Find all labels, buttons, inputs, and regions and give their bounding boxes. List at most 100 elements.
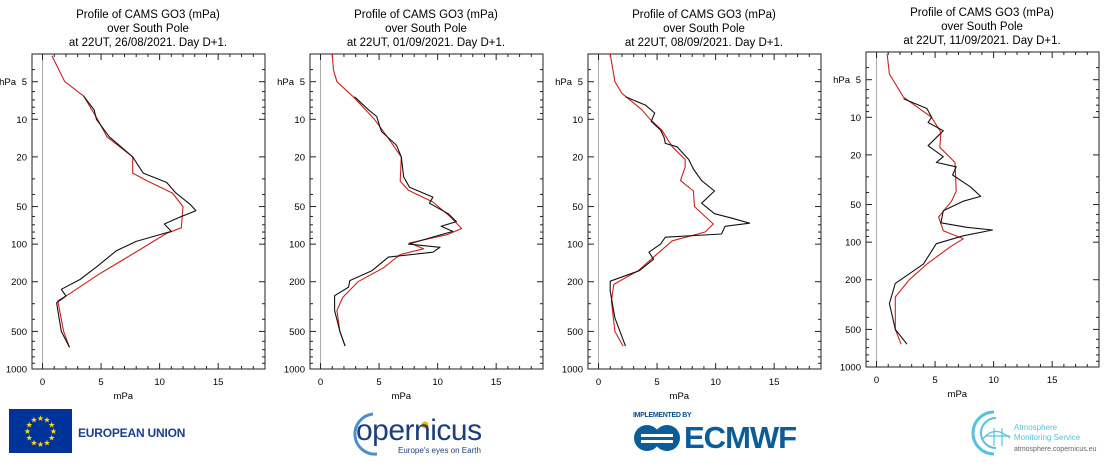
- y-tick-label: 200: [845, 275, 861, 286]
- y-tick-label: 1000: [284, 365, 305, 376]
- y-tick-label: 1000: [562, 365, 583, 376]
- chart-title-line: at 22UT, 11/09/2021. Day D+1.: [903, 35, 1060, 47]
- y-tick-label: 100: [11, 240, 27, 251]
- x-tick-label: 15: [1047, 375, 1058, 386]
- y-tick-label: 20: [850, 150, 861, 161]
- chart-panel: Profile of CAMS GO3 (mPa) over South Pole…: [0, 9, 266, 400]
- y-tick-label: 5: [856, 75, 861, 86]
- model-profile-line: [331, 53, 463, 347]
- y-tick-label: 5: [22, 77, 27, 88]
- x-tick-label: 15: [491, 377, 502, 388]
- eu-star-icon: ★: [30, 416, 37, 425]
- sonde-profile-line: [56, 95, 197, 348]
- x-tick-label: 10: [710, 377, 721, 388]
- y-tick-label: 100: [289, 240, 305, 251]
- y-tick-label: 500: [845, 325, 861, 336]
- x-tick-label: 5: [376, 377, 381, 388]
- eu-star-icon: ★: [26, 421, 33, 430]
- x-axis-label: mPa: [392, 391, 412, 400]
- ecmwf-logo-mark: [634, 425, 680, 451]
- model-profile-line: [51, 55, 184, 348]
- y-tick-label: 100: [845, 238, 861, 249]
- x-tick-label: 0: [874, 375, 879, 386]
- x-tick-label: 0: [318, 377, 323, 388]
- chart-title-line: at 22UT, 26/08/2021. Day D+1.: [69, 37, 227, 49]
- y-tick-label: 100: [567, 240, 583, 251]
- x-tick-label: 15: [769, 377, 780, 388]
- x-axis-label: mPa: [670, 391, 690, 400]
- y-tick-label: 5: [300, 77, 305, 88]
- ams-line2: Monitoring Service: [1014, 433, 1081, 442]
- chart-title-line: over South Pole: [107, 23, 189, 35]
- eu-star-icon: ★: [24, 427, 31, 436]
- model-profile-line: [886, 53, 964, 345]
- x-tick-label: 5: [98, 377, 103, 388]
- model-profile-line: [609, 53, 714, 347]
- y-tick-label: 10: [16, 115, 27, 126]
- ecmwf-wordmark: ECMWF: [684, 420, 797, 455]
- plot-frame: [865, 51, 1100, 368]
- chart-panel: Profile of CAMS GO3 (mPa) over South Pole…: [555, 9, 822, 400]
- eu-star-icon: ★: [37, 414, 44, 423]
- y-tick-label: 5: [578, 77, 583, 88]
- eu-star-icon: ★: [43, 438, 50, 447]
- chart-title-line: at 22UT, 08/09/2021. Day D+1.: [625, 37, 783, 49]
- y-tick-label: 10: [294, 115, 305, 126]
- x-axis-label: mPa: [948, 389, 968, 400]
- eu-label: EUROPEAN UNION: [78, 426, 186, 440]
- y-tick-label: 50: [294, 202, 305, 213]
- y-tick-label: 1000: [840, 363, 861, 374]
- copernicus-logo-mark: [353, 412, 378, 456]
- y-axis-unit-label: hPa: [833, 75, 851, 86]
- ecmwf-implemented-label: IMPLEMENTED BY: [633, 412, 692, 419]
- x-tick-label: 10: [432, 377, 443, 388]
- ams-line1: Atmosphere: [1014, 423, 1058, 432]
- chart-panel: Profile of CAMS GO3 (mPa) over South Pole…: [833, 7, 1100, 400]
- eu-flag-logo: ★ ★★★★★★★★★★★: [9, 409, 72, 453]
- eu-star-icon: ★: [43, 416, 50, 425]
- y-axis-unit-label: hPa: [555, 77, 573, 88]
- eu-star-icon: ★: [50, 427, 57, 436]
- chart-title-line: Profile of CAMS GO3 (mPa): [354, 9, 498, 21]
- y-tick-label: 50: [850, 200, 861, 211]
- ams-globe-logo: [971, 410, 1011, 456]
- chart-panel: Profile of CAMS GO3 (mPa) over South Pole…: [277, 9, 544, 400]
- y-tick-label: 200: [567, 277, 583, 288]
- chart-title-line: over South Pole: [385, 23, 467, 35]
- eu-star-icon: ★: [48, 421, 55, 430]
- chart-title-line: Profile of CAMS GO3 (mPa): [76, 9, 220, 21]
- ams-url: atmosphere.copernicus.eu: [1014, 446, 1097, 453]
- chart-title-line: over South Pole: [663, 23, 745, 35]
- y-tick-label: 500: [567, 327, 583, 338]
- chart-title-line: Profile of CAMS GO3 (mPa): [910, 7, 1054, 19]
- chart-title-line: at 22UT, 01/09/2021. Day D+1.: [347, 37, 505, 49]
- x-axis-label: mPa: [114, 391, 134, 400]
- sonde-profile-line: [334, 96, 457, 347]
- y-tick-label: 50: [572, 202, 583, 213]
- ams-name: Atmosphere Monitoring Service: [1014, 423, 1080, 443]
- y-tick-label: 200: [11, 277, 27, 288]
- eu-star-icon: ★: [26, 434, 33, 443]
- y-tick-label: 20: [294, 152, 305, 163]
- x-tick-label: 5: [932, 375, 937, 386]
- x-tick-label: 0: [40, 377, 45, 388]
- y-tick-label: 500: [11, 327, 27, 338]
- chart-title-line: over South Pole: [941, 21, 1023, 33]
- copernicus-wordmark: opernicus: [356, 414, 482, 447]
- y-tick-label: 20: [572, 152, 583, 163]
- copernicus-dot: [421, 421, 429, 429]
- eu-star-icon: ★: [48, 434, 55, 443]
- y-tick-label: 20: [16, 152, 27, 163]
- plot-frame: [31, 53, 266, 370]
- eu-star-icon: ★: [30, 438, 37, 447]
- chart-title-line: Profile of CAMS GO3 (mPa): [632, 9, 776, 21]
- x-tick-label: 10: [988, 375, 999, 386]
- sonde-profile-line: [609, 96, 751, 347]
- x-tick-label: 5: [654, 377, 659, 388]
- x-tick-label: 0: [596, 377, 601, 388]
- y-tick-label: 200: [289, 277, 305, 288]
- plot-frame: [309, 53, 544, 370]
- x-tick-label: 15: [213, 377, 224, 388]
- y-tick-label: 500: [289, 327, 305, 338]
- x-tick-label: 10: [154, 377, 165, 388]
